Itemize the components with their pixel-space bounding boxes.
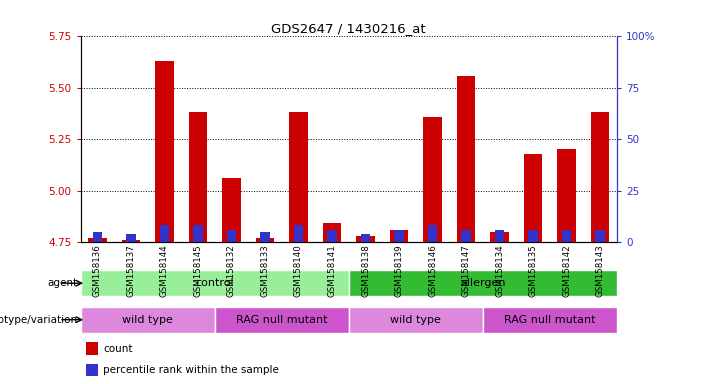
Bar [160, 225, 169, 242]
Text: GSM158147: GSM158147 [461, 244, 470, 297]
Text: GSM158141: GSM158141 [327, 244, 336, 297]
Bar [215, 307, 349, 333]
Bar [457, 76, 475, 242]
Bar [294, 225, 303, 242]
Bar [122, 240, 140, 242]
Text: control: control [196, 278, 234, 288]
Bar [423, 117, 442, 242]
Text: agent: agent [47, 278, 77, 288]
Text: GSM158142: GSM158142 [562, 244, 571, 297]
Bar [349, 270, 617, 296]
Bar [226, 230, 236, 242]
Bar [483, 307, 617, 333]
Bar [256, 238, 274, 242]
Bar [260, 232, 270, 242]
Bar [193, 225, 203, 242]
Text: genotype/variation: genotype/variation [0, 314, 77, 325]
Bar [390, 230, 408, 242]
Bar [529, 230, 538, 242]
Bar [322, 223, 341, 242]
Text: GSM158137: GSM158137 [126, 244, 135, 297]
Text: GSM158138: GSM158138 [361, 244, 370, 297]
Bar [524, 154, 543, 242]
Text: GSM158134: GSM158134 [495, 244, 504, 297]
Text: GSM158135: GSM158135 [529, 244, 538, 297]
Bar [126, 234, 135, 242]
Bar [88, 238, 107, 242]
Text: GSM158144: GSM158144 [160, 244, 169, 297]
Bar [557, 149, 576, 242]
Bar [356, 236, 375, 242]
Bar [86, 364, 97, 376]
Bar [290, 113, 308, 242]
Bar [461, 230, 471, 242]
Text: GSM158145: GSM158145 [193, 244, 203, 297]
Text: GSM158139: GSM158139 [395, 244, 404, 296]
Bar [349, 307, 483, 333]
Bar [327, 230, 336, 242]
Text: GSM158146: GSM158146 [428, 244, 437, 297]
Bar [222, 178, 240, 242]
Text: allergen: allergen [460, 278, 505, 288]
Bar [595, 230, 605, 242]
Bar [491, 232, 509, 242]
Bar [562, 230, 571, 242]
Bar [189, 113, 207, 242]
Text: GSM158133: GSM158133 [261, 244, 269, 297]
Text: RAG null mutant: RAG null mutant [504, 314, 596, 325]
Bar [591, 113, 609, 242]
Bar [428, 225, 437, 242]
Text: RAG null mutant: RAG null mutant [236, 314, 327, 325]
Text: GSM158132: GSM158132 [227, 244, 236, 297]
Bar [155, 61, 174, 242]
Text: wild type: wild type [390, 314, 441, 325]
Text: GSM158140: GSM158140 [294, 244, 303, 297]
Title: GDS2647 / 1430216_at: GDS2647 / 1430216_at [271, 22, 426, 35]
Text: GSM158143: GSM158143 [596, 244, 605, 297]
Bar [395, 230, 404, 242]
Bar [361, 234, 370, 242]
Bar [93, 232, 102, 242]
Bar [81, 270, 349, 296]
Text: percentile rank within the sample: percentile rank within the sample [103, 365, 279, 375]
Bar [495, 230, 504, 242]
Text: count: count [103, 344, 132, 354]
Bar [86, 343, 97, 355]
Bar [81, 307, 215, 333]
Text: wild type: wild type [122, 314, 173, 325]
Text: GSM158136: GSM158136 [93, 244, 102, 297]
